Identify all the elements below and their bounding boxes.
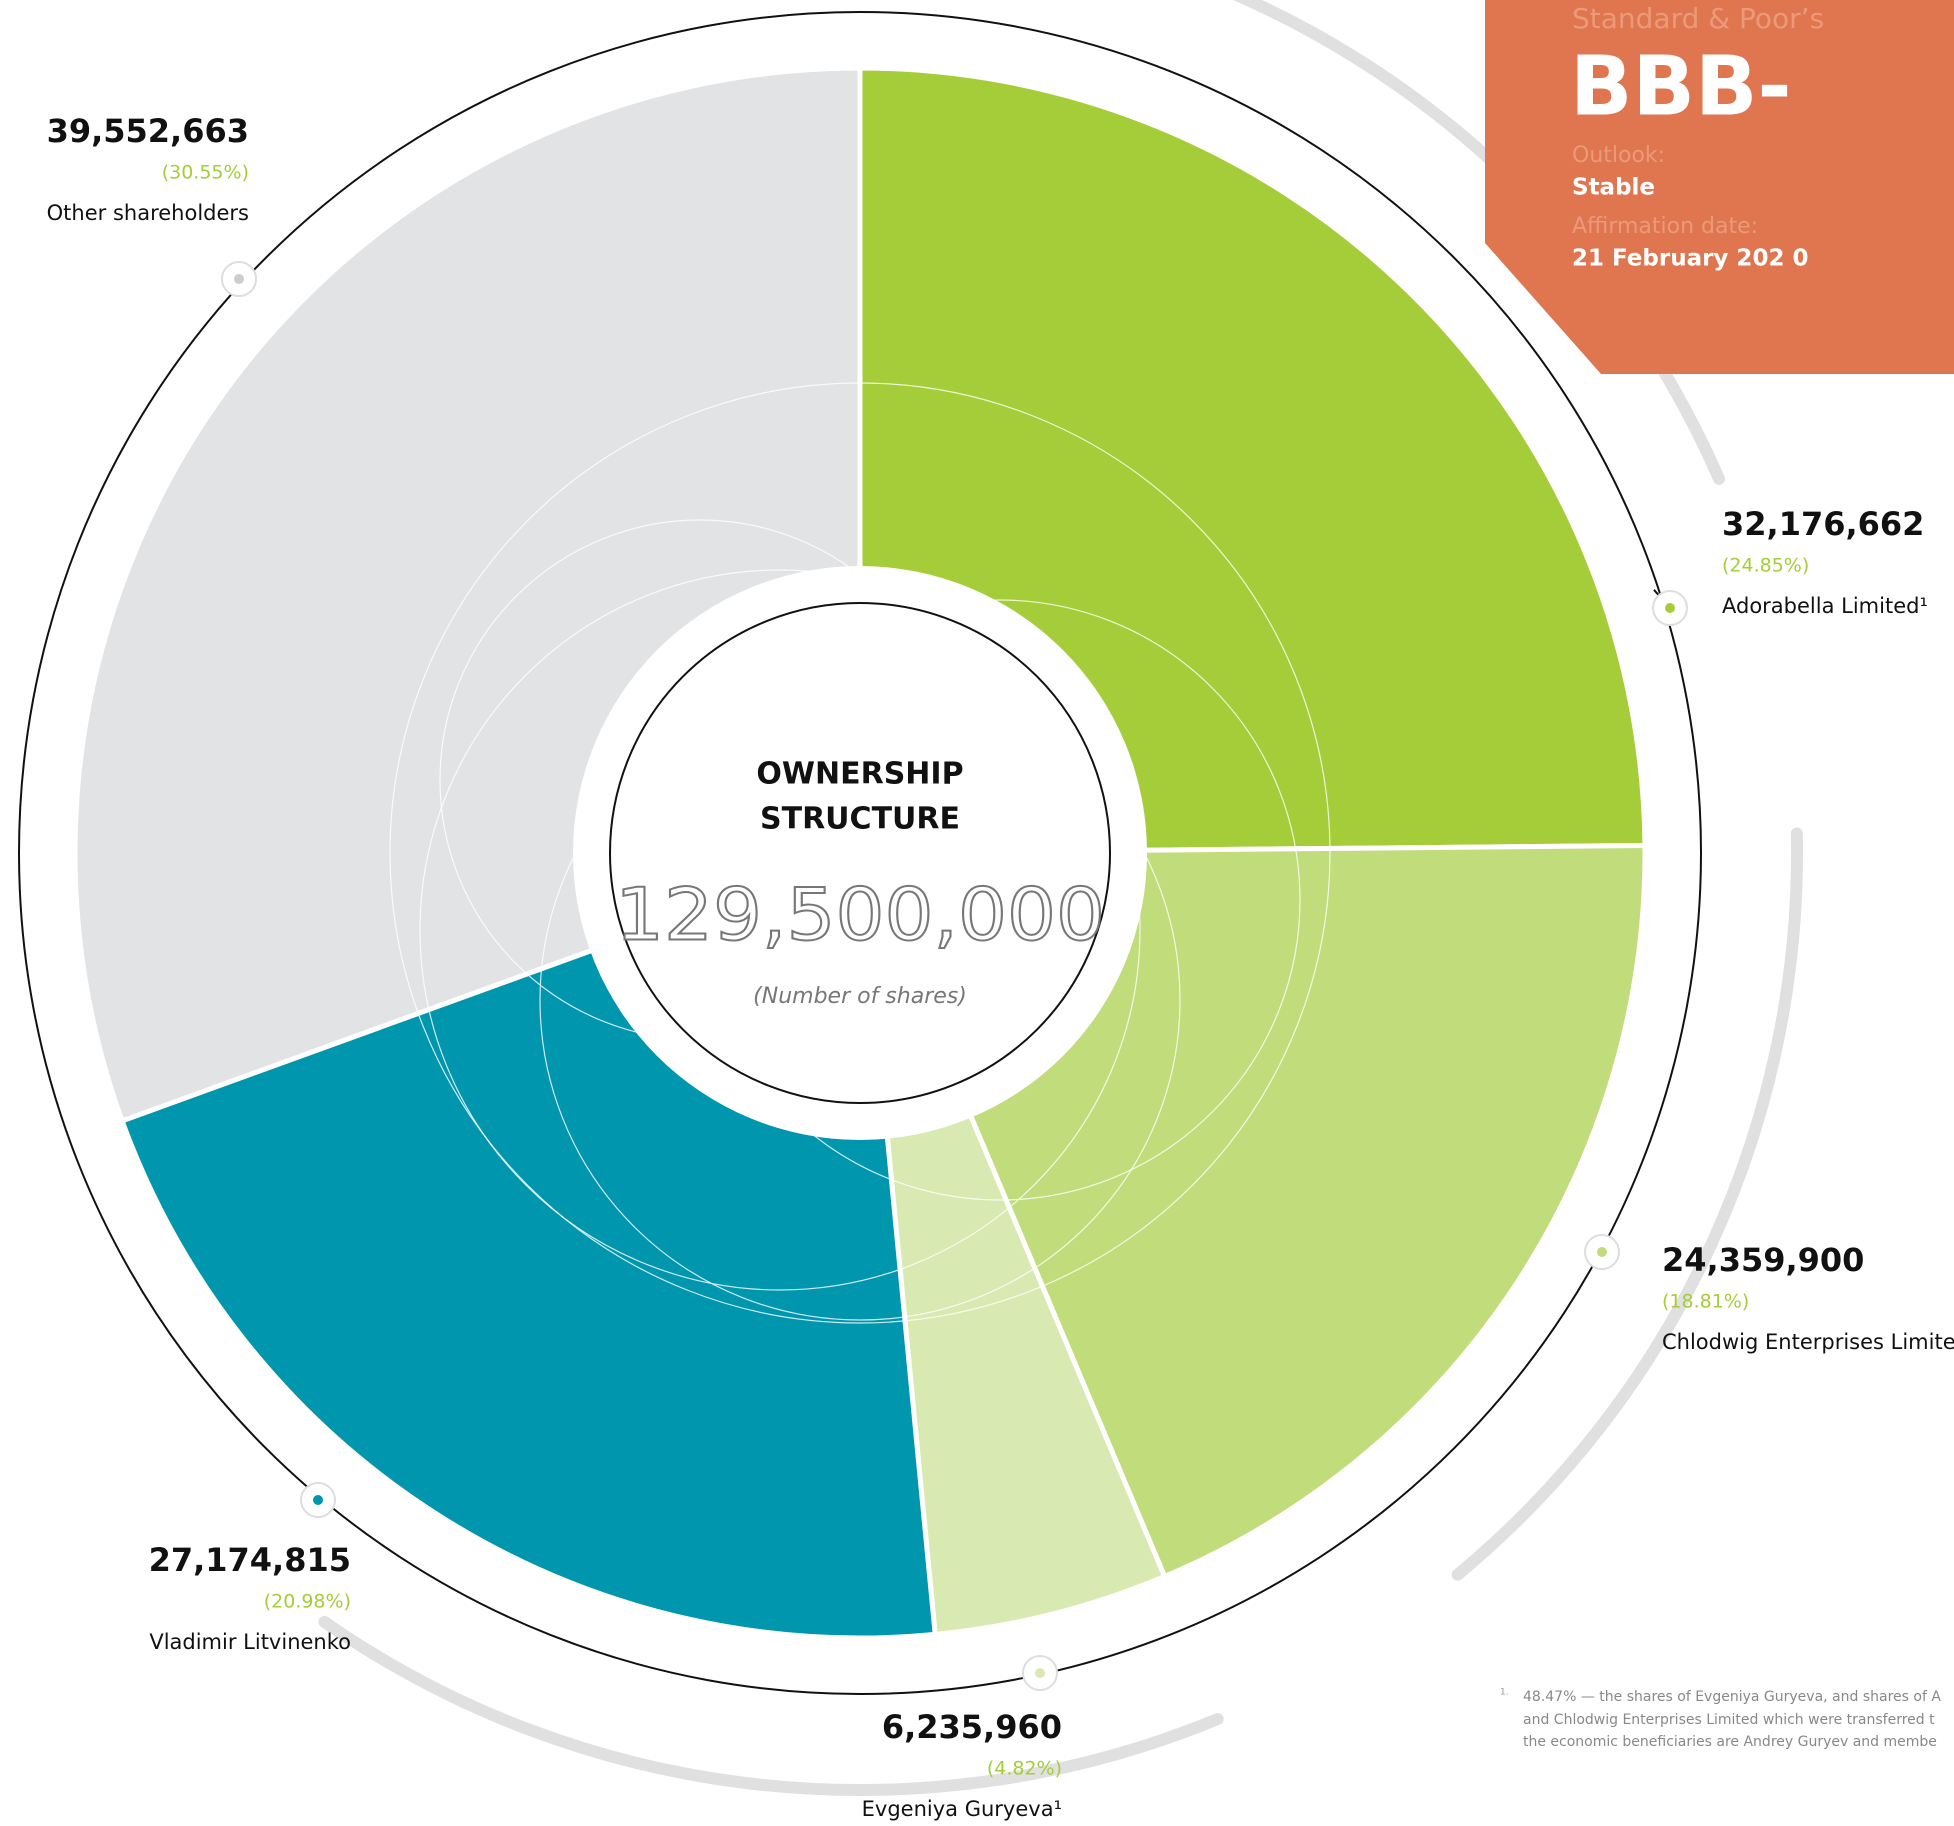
label-dot-core: [1597, 1247, 1607, 1257]
percentage-label: (30.55%): [162, 162, 249, 184]
date-label: Affirmation date:: [1572, 214, 1758, 239]
total-shares: 129,500,000: [615, 873, 1105, 957]
value-label: 24,359,900: [1662, 1241, 1864, 1279]
label-dot-core: [313, 1495, 323, 1505]
category-label: Vladimir Litvinenko: [149, 1630, 351, 1654]
outer-ring: [18, 11, 1702, 1695]
value-label: 32,176,662: [1722, 505, 1924, 543]
hole: [573, 566, 1147, 1140]
percentage-label: (24.85%): [1722, 555, 1809, 577]
percentage-label: (20.98%): [264, 1591, 351, 1613]
value-label: 6,235,960: [882, 1708, 1062, 1746]
date: 21 February 202 0: [1572, 246, 1808, 272]
percentage-label: (4.82%): [987, 1758, 1062, 1780]
category-label: Adorabella Limited¹: [1722, 594, 1928, 618]
label-dot-core: [1035, 1668, 1045, 1678]
decor-arc: [318, 1615, 1224, 1796]
category-label: Other shareholders: [47, 201, 249, 225]
outlook: Stable: [1572, 175, 1655, 201]
category-label: Chlodwig Enterprises Limited: [1662, 1330, 1954, 1354]
title-line: OWNERSHIP: [756, 757, 963, 792]
percentage-label: (18.81%): [1662, 1291, 1749, 1313]
footnote-line: 48.47% — the shares of Evgeniya Guryeva,…: [1523, 1689, 1941, 1705]
footnote-line: and Chlodwig Enterprises Limited which w…: [1523, 1712, 1935, 1728]
label-dot-core: [234, 274, 244, 284]
center-caption: (Number of shares): [753, 984, 967, 1009]
outlook-label: Outlook:: [1572, 143, 1665, 168]
rating-box: [1485, 0, 1954, 374]
value-label: 39,552,663: [47, 112, 249, 150]
rating-grade: BBB-: [1570, 39, 1792, 134]
center-ring: [609, 602, 1111, 1104]
decor-arc: [1451, 827, 1803, 1581]
footnote-marker: 1.: [1500, 1688, 1509, 1698]
title-line: STRUCTURE: [760, 802, 960, 837]
footnote-line: the economic beneficiaries are Andrey Gu…: [1523, 1734, 1937, 1750]
category-label: Evgeniya Guryeva¹: [862, 1797, 1062, 1821]
rating-agency: Standard & Poor’s: [1572, 2, 1824, 35]
decor-circle: [419, 569, 1141, 1291]
label-dot-core: [1665, 603, 1675, 613]
value-label: 27,174,815: [149, 1541, 351, 1579]
decor-circle: [389, 382, 1331, 1324]
